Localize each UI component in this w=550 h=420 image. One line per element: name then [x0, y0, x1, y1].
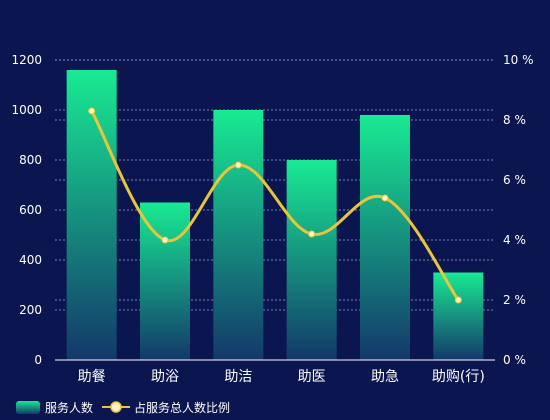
x-axis-category-label: 助浴 — [151, 369, 179, 385]
bar — [360, 115, 410, 360]
x-axis-category-label: 助急 — [371, 369, 399, 385]
x-axis-category-label: 助购(行) — [432, 369, 485, 385]
x-axis-category-label: 助餐 — [78, 369, 106, 385]
right-axis-tick-label: 0 % — [503, 353, 526, 367]
ratio-point — [454, 296, 462, 304]
right-axis-tick-label: 4 % — [503, 233, 526, 247]
right-axis-tick-label: 2 % — [503, 293, 526, 307]
bar — [140, 202, 190, 360]
ratio-point — [161, 236, 169, 244]
legend-bar-swatch — [16, 401, 40, 414]
bar — [66, 70, 117, 360]
gridlines — [55, 59, 495, 311]
legend: 服务人数 占服务总人数比例 — [16, 400, 230, 415]
ratio-point — [308, 230, 316, 238]
x-axis-category-label: 助洁 — [224, 369, 252, 385]
line-series — [88, 107, 462, 304]
right-axis-tick-label: 10 % — [503, 53, 534, 67]
right-axis-tick-label: 8 % — [503, 113, 526, 127]
ratio-point — [88, 107, 96, 115]
bar — [213, 110, 264, 360]
legend-bar-label: 服务人数 — [45, 400, 93, 415]
left-axis-tick-label: 400 — [19, 253, 42, 267]
ratio-point — [234, 161, 242, 169]
left-axis-tick-label: 1000 — [11, 103, 42, 117]
x-axis-category-label: 助医 — [298, 369, 326, 385]
left-axis-tick-label: 600 — [19, 203, 42, 217]
right-axis-tick-label: 6 % — [503, 173, 526, 187]
bar — [433, 272, 484, 360]
axes: 0 200 400 600 800 1000 1200 0 % 2 % 4 % 6 % 8 % 10 %… — [11, 53, 533, 385]
bar-series — [66, 70, 484, 360]
bar — [286, 160, 337, 360]
legend-line-label: 占服务总人数比例 — [134, 400, 230, 415]
left-axis-tick-label: 1200 — [11, 53, 42, 67]
left-axis-tick-label: 200 — [19, 303, 42, 317]
ratio-line — [90, 110, 460, 301]
legend-line-marker — [110, 401, 122, 413]
left-axis-tick-label: 800 — [19, 153, 42, 167]
left-axis-tick-label: 0 — [34, 353, 42, 367]
ratio-point — [381, 194, 389, 202]
